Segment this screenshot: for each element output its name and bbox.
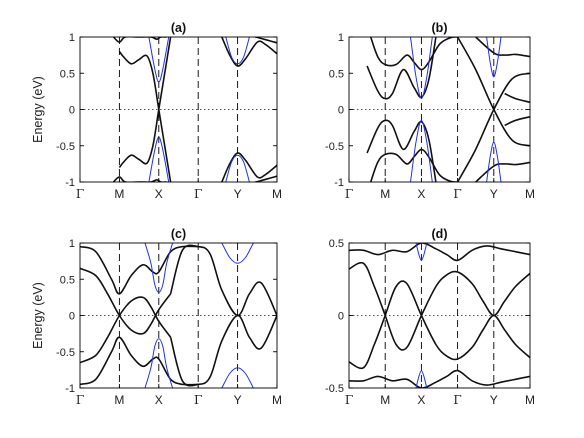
y-tick-label-a-2: 0 [69,105,75,117]
band-blue-b-11 [410,119,433,182]
y-tick-label-c-4: 1 [69,238,75,250]
band-black-b-2 [366,37,437,100]
panel-a: (a) -1 -0.5 0 0.5 1 Γ M X Γ Y M Energy (eV) [31,21,282,201]
x-tick-label-d-0: Γ [345,393,353,407]
x-tick-label-a-4: Y [234,187,242,201]
y-tick-label-b-4: 1 [338,32,344,44]
x-tick-label-b-0: Γ [345,187,353,201]
panel-title-c: (c) [171,227,186,241]
band-black-a-1 [118,37,172,169]
y-tick-label-a-0: -1 [65,177,75,189]
y-tick-label-b-1: -0.5 [325,141,344,153]
x-tick-label-c-4: Y [234,393,242,407]
band-black-c-0 [80,245,199,295]
y-tick-label-c-1: -0.5 [56,347,75,359]
band-blue-c-6 [144,243,174,293]
band-blue-a-10 [225,37,250,65]
band-black-a-7 [255,175,277,182]
y-tick-label-d-0: -0.5 [325,383,344,395]
x-tick-label-d-3: Γ [453,393,461,407]
y-tick-label-a-1: -0.5 [56,141,75,153]
band-blue-c-7 [144,338,174,388]
band-blue-c-9 [221,367,254,388]
bands-b [366,37,530,182]
x-tick-label-c-3: Γ [194,393,202,407]
band-blue-b-13 [486,141,502,182]
band-black-b-9 [504,116,530,127]
panel-title-d: (d) [432,227,448,241]
y-tick-label-b-2: 0 [338,105,344,117]
band-blue-d-4 [415,243,428,261]
panel-c: (c) -1 -0.5 0 0.5 1 Γ M X Γ Y M Energy (eV) [31,227,282,407]
y-tick-label-c-3: 0.5 [60,274,75,286]
band-black-d-1 [349,280,530,370]
y-tick-label-b-0: -1 [334,177,344,189]
band-black-a-0 [118,50,172,182]
panel-b: (b) -1 -0.5 0 0.5 1 Γ M X Γ Y M [325,21,535,201]
x-tick-label-a-1: M [114,187,124,201]
x-tick-label-c-5: M [272,393,282,407]
x-tick-label-b-5: M [525,187,535,201]
x-tick-label-c-2: X [155,393,163,407]
band-black-c-1 [80,336,199,386]
x-tick-label-d-5: M [525,393,535,407]
y-tick-label-b-3: 0.5 [329,68,344,80]
band-black-a-4 [221,37,277,67]
band-black-c-3 [80,296,172,364]
y-tick-label-d-2: 0.5 [329,238,344,250]
band-blue-a-9 [148,136,170,182]
y-tick-label-a-4: 1 [69,32,75,44]
band-blue-b-10 [410,37,433,100]
y-tick-label-d-1: 0 [338,311,344,323]
x-tick-label-d-4: Y [490,393,498,407]
y-axis-label-c: Energy (eV) [31,282,45,349]
band-blue-b-12 [486,37,502,78]
x-tick-label-a-0: Γ [76,187,84,201]
band-black-d-3 [349,369,530,388]
x-tick-label-c-0: Γ [76,393,84,407]
bands-d [349,243,530,388]
band-black-b-3 [366,119,437,182]
x-tick-label-b-1: M [380,187,390,201]
y-axis-label-a: Energy (eV) [31,76,45,143]
panel-d: (d) -0.5 0 0.5 Γ M X Γ Y M [325,227,535,407]
band-black-c-5 [169,314,277,387]
bands-a [112,37,277,182]
band-black-c-2 [80,267,172,335]
x-tick-label-d-1: M [380,393,390,407]
x-tick-label-a-2: X [155,187,163,201]
band-blue-a-8 [148,37,170,83]
x-tick-label-c-1: M [114,393,124,407]
x-tick-label-b-3: Γ [453,187,461,201]
x-tick-label-a-5: M [272,187,282,201]
y-tick-label-c-0: -1 [65,383,75,395]
band-blue-c-8 [221,243,254,264]
band-black-a-5 [221,152,277,182]
x-tick-label-d-2: X [417,393,425,407]
band-black-d-0 [349,261,530,351]
y-tick-label-a-3: 0.5 [60,68,75,80]
x-tick-label-a-3: Γ [194,187,202,201]
band-black-c-4 [169,244,277,317]
band-black-b-5 [456,72,530,182]
band-black-d-2 [349,243,530,262]
band-black-a-6 [255,37,277,44]
y-tick-label-c-2: 0 [69,311,75,323]
panel-title-a: (a) [171,21,186,35]
band-black-b-8 [504,92,530,104]
bands-c [80,243,277,388]
panel-title-b: (b) [432,21,448,35]
band-blue-d-5 [415,370,428,388]
band-blue-a-11 [225,154,250,182]
x-tick-label-b-4: Y [490,187,498,201]
x-tick-label-b-2: X [417,187,425,201]
